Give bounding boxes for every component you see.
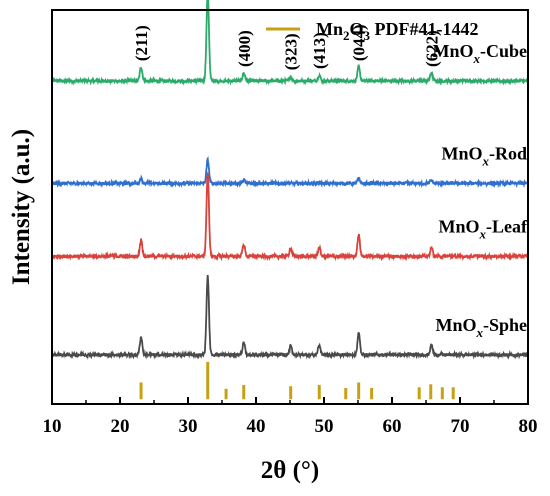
legend-label-suffix: PDF#41-1442: [370, 19, 478, 39]
legend-label-mid: O: [350, 19, 364, 39]
series-label-suffix: -Cube: [480, 41, 527, 61]
series-label: MnOx-Rod: [441, 143, 527, 168]
series-line: [51, 275, 529, 360]
series-label: MnOx-Leaf: [439, 216, 529, 241]
x-tick-label: 10: [43, 416, 62, 437]
x-tick-label: 50: [315, 416, 334, 437]
series-line: [51, 0, 529, 86]
x-axis: 10 20 30 40 50 60 70 80: [43, 397, 538, 437]
hkl-label: (044): [350, 24, 369, 61]
hkl-label: (400): [235, 30, 254, 67]
hkl-annotations: (211)(222)(400)(323)(413)(044)(622): [132, 24, 441, 70]
series-label-sub: x: [472, 51, 480, 66]
series-label-suffix: -Leaf: [486, 216, 528, 236]
series-label-base: MnO: [439, 216, 480, 236]
legend: Mn2O3 PDF#41-1442: [266, 19, 479, 43]
series-layer: [51, 0, 529, 360]
x-tick-label: 70: [451, 416, 470, 437]
series-label: MnOx-Sphe: [435, 315, 527, 340]
x-tick-label: 20: [111, 416, 130, 437]
series-label-base: MnO: [441, 143, 482, 163]
x-tick-label: 30: [179, 416, 198, 437]
legend-label-prefix: Mn: [316, 19, 343, 39]
series-line: [51, 171, 529, 262]
y-axis-title: Intensity (a.u.): [8, 129, 35, 285]
x-tick-label: 80: [519, 416, 538, 437]
series-label: MnOx-Cube: [432, 41, 527, 66]
legend-label-sub2: 3: [364, 28, 371, 43]
legend-label: Mn2O3 PDF#41-1442: [316, 19, 479, 43]
series-label-base: MnO: [432, 41, 473, 61]
hkl-label: (622): [422, 30, 441, 67]
series-label-suffix: -Rod: [489, 143, 527, 163]
x-axis-title: 2θ (°): [261, 457, 319, 484]
series-label-sub: x: [479, 226, 487, 241]
series-label-sub: x: [481, 153, 489, 168]
series-label-suffix: -Sphe: [483, 315, 527, 335]
series-line: [51, 155, 529, 189]
reference-pattern: [139, 361, 455, 400]
series-label-sub: x: [475, 325, 483, 340]
series-label-base: MnO: [435, 315, 476, 335]
legend-label-sub: 2: [343, 28, 350, 43]
hkl-label: (211): [132, 25, 151, 61]
x-tick-label: 60: [383, 416, 402, 437]
hkl-label: (323): [282, 33, 301, 70]
hkl-label: (413): [310, 32, 329, 69]
x-tick-label: 40: [247, 416, 266, 437]
